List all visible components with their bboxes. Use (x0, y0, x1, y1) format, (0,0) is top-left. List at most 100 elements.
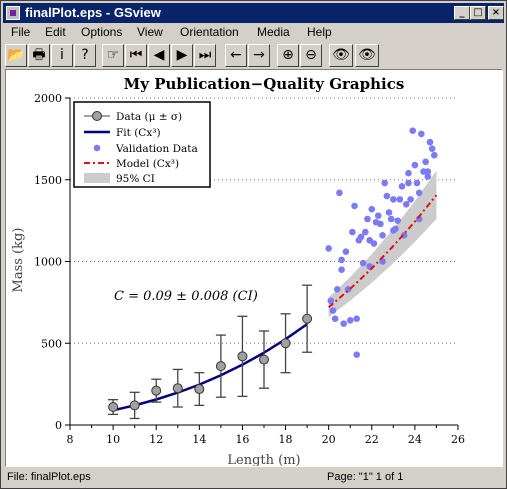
x-tick-label: 8 (67, 433, 74, 446)
validation-point (327, 297, 335, 305)
validation-point (398, 182, 406, 190)
menu-edit[interactable]: Edit (45, 25, 66, 39)
close-button[interactable]: × (488, 6, 504, 20)
chart-title: My Publication−Quality Graphics (124, 75, 405, 93)
validation-point (413, 179, 421, 187)
zoom-out-icon[interactable]: ⊖ (300, 44, 322, 67)
validation-point (407, 196, 414, 203)
last-page-icon[interactable]: ⏭ (194, 44, 216, 67)
x-tick-label: 26 (451, 433, 465, 446)
validation-point (430, 151, 438, 159)
toolbar: 📂 🖶 i? ☞ ⏮ ◀ ▶ ⏭ ← → ⊕ ⊖ 👁 👁 (3, 42, 504, 69)
menu-orientation[interactable]: Orientation (180, 25, 239, 39)
validation-point (424, 168, 432, 175)
data-point (237, 351, 248, 362)
legend-label: 95% CI (116, 173, 155, 185)
validation-point (424, 173, 432, 180)
y-tick-label: 2000 (34, 92, 62, 105)
validation-point (415, 189, 423, 197)
data-point (280, 338, 291, 349)
app-icon[interactable] (6, 6, 20, 20)
x-tick-label: 16 (235, 433, 249, 446)
maximize-button[interactable]: □ (470, 6, 486, 20)
validation-point (366, 236, 373, 244)
validation-point (325, 245, 332, 252)
help-icon[interactable]: ? (74, 44, 96, 67)
find-icon[interactable]: 👁 (329, 44, 353, 67)
data-point (194, 384, 205, 395)
validation-point (405, 169, 412, 177)
prev-page-icon[interactable]: ◀ (148, 44, 170, 67)
validation-point (351, 202, 358, 210)
validation-point (390, 196, 397, 203)
validation-point (402, 200, 410, 208)
validation-point (346, 317, 354, 324)
goto-page-icon[interactable]: ☞ (102, 44, 124, 67)
chart: My Publication−Quality Graphics Length (… (11, 75, 465, 466)
y-tick-label: 1500 (34, 174, 62, 187)
validation-point (383, 192, 391, 200)
x-tick-label: 14 (192, 433, 206, 446)
y-tick-label: 1000 (34, 256, 62, 269)
title-bar[interactable]: finalPlot.eps - GSview _ □ × (3, 3, 504, 23)
y-axis-label: Mass (kg) (11, 228, 26, 293)
menu-bar: File Edit Options View Orientation Media… (3, 23, 504, 42)
window-title: finalPlot.eps - GSview (25, 5, 161, 20)
validation-point (379, 232, 386, 239)
validation-point (374, 212, 382, 220)
legend-label: Validation Data (115, 143, 198, 155)
validation-point (396, 196, 404, 203)
validation-point (381, 179, 389, 187)
menu-options[interactable]: Options (81, 25, 123, 39)
legend-data-marker (92, 111, 102, 121)
menu-view[interactable]: View (137, 25, 163, 39)
menu-media[interactable]: Media (257, 25, 290, 39)
validation-point (353, 315, 360, 323)
ci-band (328, 170, 437, 318)
data-point (259, 354, 269, 365)
validation-point (338, 266, 345, 273)
model-line (328, 194, 438, 309)
validation-point (422, 158, 429, 166)
minimize-button[interactable]: _ (454, 6, 470, 20)
info-icon[interactable]: i (51, 44, 73, 67)
validation-point (338, 256, 345, 264)
validation-point (405, 179, 412, 187)
validation-point (387, 215, 395, 223)
x-tick-label: 10 (106, 433, 120, 446)
status-page: Page: "1" 1 of 1 (327, 471, 404, 483)
status-file: File: finalPlot.eps (7, 471, 91, 483)
y-tick-label: 500 (41, 337, 62, 350)
document-view[interactable]: My Publication−Quality Graphics Length (… (5, 69, 503, 467)
validation-point (377, 220, 384, 228)
first-page-icon[interactable]: ⏮ (125, 44, 147, 67)
forward-icon[interactable]: → (248, 44, 270, 67)
validation-point (357, 233, 365, 241)
legend-validation-swatch (93, 144, 101, 152)
back-icon[interactable]: ← (225, 44, 247, 67)
data-point (215, 361, 226, 372)
validation-point (329, 307, 337, 314)
find-next-icon[interactable]: 👁 (355, 44, 379, 67)
x-tick-label: 18 (279, 433, 293, 446)
y-tick-label: 0 (55, 419, 62, 432)
zoom-in-icon[interactable]: ⊕ (277, 44, 299, 67)
validation-point (428, 145, 436, 152)
x-tick-label: 20 (322, 433, 336, 446)
menu-help[interactable]: Help (307, 25, 332, 39)
x-tick-label: 12 (149, 433, 163, 446)
validation-point (411, 161, 419, 169)
open-folder-icon[interactable]: 📂 (5, 44, 27, 67)
data-point (129, 400, 140, 411)
print-icon[interactable]: 🖶 (28, 44, 50, 67)
validation-point (331, 315, 339, 323)
validation-point (364, 215, 371, 223)
next-page-icon[interactable]: ▶ (171, 44, 193, 67)
validation-point (390, 227, 397, 234)
fit-annotation: C = 0.09 ± 0.008 (CI) (114, 289, 258, 304)
legend-ci-swatch (84, 173, 110, 183)
validation-point (426, 138, 434, 146)
menu-file[interactable]: File (11, 25, 31, 39)
validation-point (362, 228, 369, 236)
